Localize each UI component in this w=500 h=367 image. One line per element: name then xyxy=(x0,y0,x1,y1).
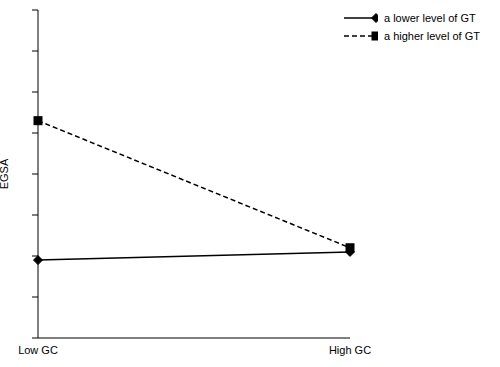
html-text:a lower level of GT: a lower level of GT xyxy=(384,12,476,24)
html-text:a higher level of GT: a higher level of GT xyxy=(384,30,480,42)
svg-text:High GC: High GC xyxy=(329,344,371,356)
svg-text:EGSA: EGSA xyxy=(8,158,10,189)
svg-text:Low GC: Low GC xyxy=(18,344,58,356)
